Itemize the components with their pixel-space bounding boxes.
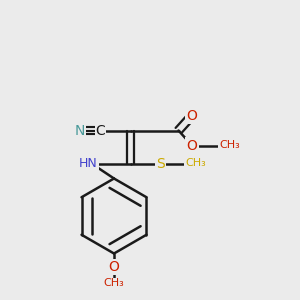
Text: S: S	[156, 157, 165, 170]
Text: O: O	[109, 260, 119, 274]
Text: CH₃: CH₃	[185, 158, 206, 169]
Text: C: C	[96, 124, 105, 137]
Text: CH₃: CH₃	[103, 278, 124, 289]
Text: O: O	[187, 109, 197, 122]
Text: O: O	[187, 139, 197, 152]
Text: HN: HN	[79, 157, 98, 170]
Text: CH₃: CH₃	[219, 140, 240, 151]
Text: N: N	[74, 124, 85, 137]
